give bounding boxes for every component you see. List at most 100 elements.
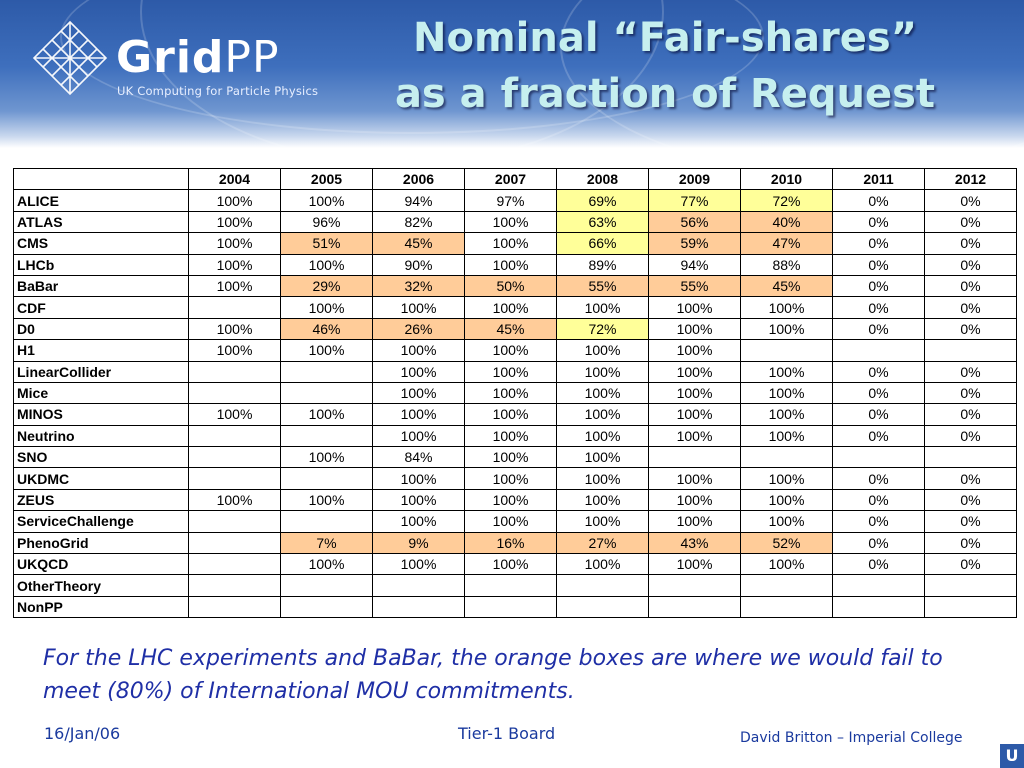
fair-share-cell: 100%: [556, 403, 649, 426]
fair-share-cell: 100%: [464, 467, 557, 490]
experiment-name-cell: BaBar: [13, 274, 189, 298]
fair-share-cell: 94%: [648, 253, 741, 276]
fair-share-cell: 100%: [648, 381, 741, 405]
fair-share-cell: 77%: [648, 189, 741, 212]
fair-share-cell: 100%: [740, 296, 833, 319]
table-row: D0 100% 46% 26% 45% 72% 100% 100% 0% 0%: [13, 317, 1017, 341]
fair-share-cell: 0%: [924, 296, 1017, 319]
year-header: 2010: [740, 167, 833, 191]
table-header-row: 2004 2005 2006 2007 2008 2009 2010 2011 …: [13, 167, 1017, 191]
fair-share-cell: 100%: [740, 488, 833, 512]
table-row: MINOS 100% 100% 100% 100% 100% 100% 100% 0% 0%: [13, 403, 1017, 426]
fair-share-cell: 32%: [372, 274, 465, 298]
fair-share-cell: [280, 424, 373, 448]
fair-share-cell: 100%: [280, 189, 373, 212]
fair-share-cell: 100%: [464, 446, 557, 469]
fair-share-cell: 100%: [464, 253, 557, 276]
fair-share-cell: 100%: [188, 274, 281, 298]
fair-share-cell: 45%: [372, 232, 465, 255]
fair-share-cell: 0%: [924, 510, 1017, 533]
fair-share-cell: 9%: [372, 531, 465, 555]
experiment-name-cell: OtherTheory: [13, 574, 189, 597]
brand-subtitle: UK Computing for Particle Physics: [117, 84, 319, 98]
fair-share-cell: [280, 595, 373, 619]
fair-share-cell: 0%: [924, 488, 1017, 512]
experiment-name-cell: ALICE: [13, 189, 189, 212]
fair-share-cell: 89%: [556, 253, 649, 276]
fair-share-cell: 100%: [280, 553, 373, 576]
experiment-name-cell: LHCb: [13, 253, 189, 276]
fair-share-cell: 47%: [740, 232, 833, 255]
year-header: 2008: [556, 167, 649, 191]
experiment-name-cell: D0: [13, 317, 189, 341]
experiment-name-cell: UKDMC: [13, 467, 189, 490]
fair-share-cell: 100%: [188, 488, 281, 512]
experiment-name-cell: H1: [13, 339, 189, 362]
table-row: CMS 100% 51% 45% 100% 66% 59% 47% 0% 0%: [13, 232, 1017, 255]
fair-share-cell: 100%: [464, 510, 557, 533]
fair-share-cell: 0%: [924, 381, 1017, 405]
fair-share-cell: 51%: [280, 232, 373, 255]
fair-share-cell: [280, 574, 373, 597]
fair-share-cell: 100%: [372, 467, 465, 490]
fair-share-cell: 100%: [464, 553, 557, 576]
fair-share-cell: 100%: [556, 424, 649, 448]
fair-share-cell: 0%: [832, 189, 925, 212]
fair-share-cell: 100%: [188, 189, 281, 212]
fair-share-cell: 100%: [556, 296, 649, 319]
experiment-name-cell: Neutrino: [13, 424, 189, 448]
fair-share-cell: 100%: [464, 232, 557, 255]
fair-share-cell: 100%: [648, 360, 741, 383]
fair-share-cell: 100%: [372, 424, 465, 448]
fair-share-cell: 100%: [648, 467, 741, 490]
fair-share-cell: 100%: [372, 339, 465, 362]
fair-share-cell: 0%: [832, 360, 925, 383]
year-header: 2012: [924, 167, 1017, 191]
fair-share-cell: 27%: [556, 531, 649, 555]
fair-share-cell: 100%: [556, 446, 649, 469]
fair-share-cell: [924, 339, 1017, 362]
fair-share-cell: 0%: [924, 531, 1017, 555]
fair-share-cell: 100%: [556, 467, 649, 490]
fair-share-cell: [188, 595, 281, 619]
fair-share-cell: 100%: [648, 510, 741, 533]
fair-share-cell: 88%: [740, 253, 833, 276]
table-row: LHCb 100% 100% 90% 100% 89% 94% 88% 0% 0%: [13, 253, 1017, 276]
fair-share-cell: 100%: [280, 339, 373, 362]
table-row: Neutrino 100% 100% 100% 100% 100% 0% 0%: [13, 424, 1017, 448]
fair-share-cell: [188, 381, 281, 405]
fair-share-cell: 100%: [280, 253, 373, 276]
fair-share-cell: 100%: [740, 360, 833, 383]
table-row: ZEUS 100% 100% 100% 100% 100% 100% 100% 0% 0%: [13, 488, 1017, 512]
fair-share-cell: 100%: [740, 510, 833, 533]
fair-share-cell: 100%: [556, 381, 649, 405]
corner-header-cell: [13, 167, 189, 191]
fair-share-cell: 100%: [464, 360, 557, 383]
fair-share-cell: 72%: [740, 189, 833, 212]
fair-share-cell: 100%: [556, 339, 649, 362]
fair-share-cell: 100%: [740, 403, 833, 426]
fair-share-cell: 56%: [648, 210, 741, 234]
table-row: LinearCollider 100% 100% 100% 100% 100% 0% 0%: [13, 360, 1017, 383]
footer-author: David Britton – Imperial College: [740, 730, 963, 746]
fair-share-cell: 45%: [464, 317, 557, 341]
fair-share-cell: 82%: [372, 210, 465, 234]
fair-share-cell: [280, 360, 373, 383]
fair-share-cell: 100%: [280, 446, 373, 469]
fair-share-cell: 100%: [740, 381, 833, 405]
fair-share-cell: 100%: [372, 510, 465, 533]
fair-share-cell: 45%: [740, 274, 833, 298]
fair-share-cell: [188, 574, 281, 597]
fair-share-cell: 100%: [280, 296, 373, 319]
experiment-name-cell: SNO: [13, 446, 189, 469]
fair-share-cell: 100%: [372, 403, 465, 426]
fair-share-cell: 100%: [188, 253, 281, 276]
fair-share-cell: [372, 595, 465, 619]
slide-title: Nominal “Fair-shares” as a fraction of R…: [330, 10, 1000, 122]
fair-share-cell: [280, 510, 373, 533]
fair-shares-table: 2004 2005 2006 2007 2008 2009 2010 2011 …: [13, 167, 1017, 619]
fair-share-cell: 0%: [832, 467, 925, 490]
fair-share-cell: 0%: [832, 274, 925, 298]
fair-share-cell: 100%: [372, 381, 465, 405]
fair-share-cell: 46%: [280, 317, 373, 341]
